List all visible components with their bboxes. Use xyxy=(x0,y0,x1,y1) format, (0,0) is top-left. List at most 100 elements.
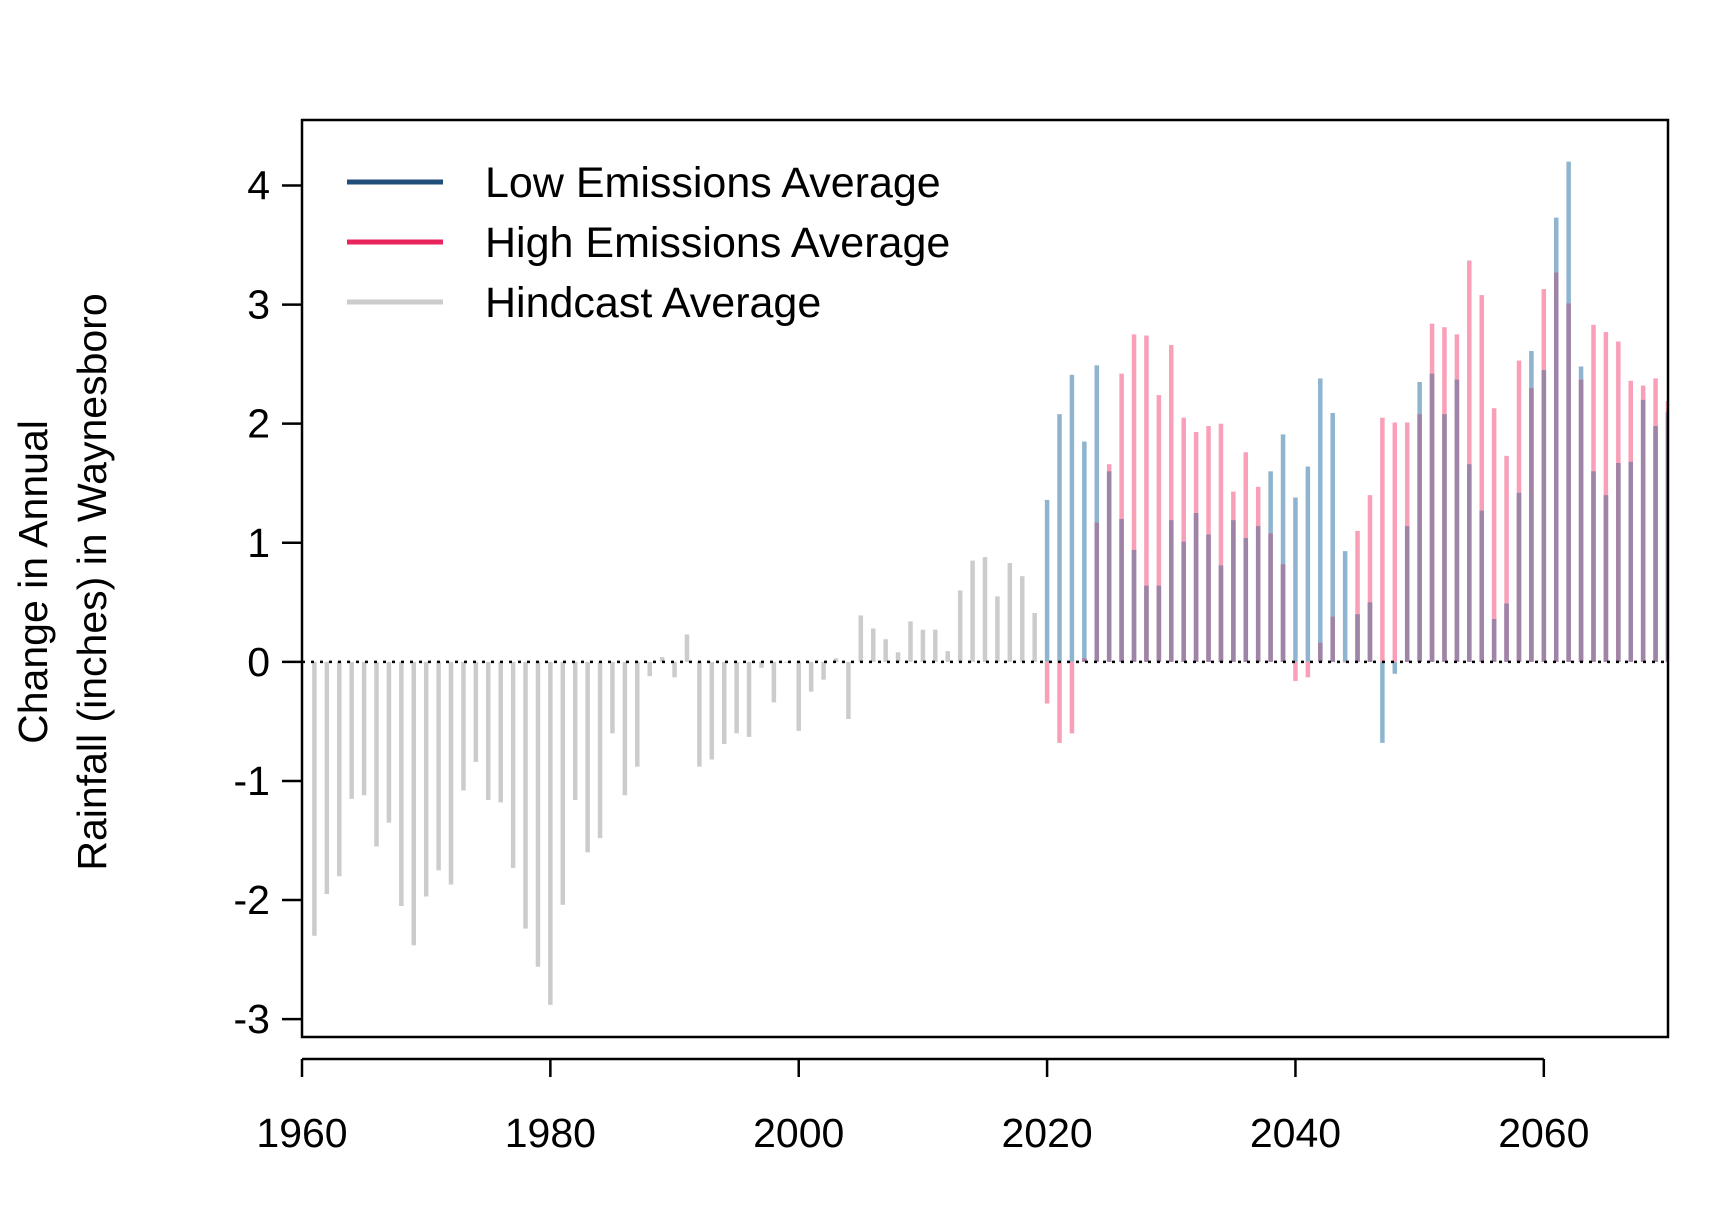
high-emissions-bar xyxy=(1181,417,1186,662)
hindcast-bar xyxy=(312,661,317,936)
overlap-bar xyxy=(1243,538,1249,662)
high-emissions-bar xyxy=(1119,373,1124,662)
x-tick-label: 2000 xyxy=(753,1110,844,1156)
x-tick-label: 2060 xyxy=(1498,1110,1589,1156)
y-tick-label: -3 xyxy=(234,996,270,1042)
low-emissions-bar xyxy=(1044,499,1050,662)
y-tick-label: 3 xyxy=(247,282,270,328)
hindcast-bar xyxy=(957,590,963,662)
overlap-bar xyxy=(1330,616,1335,662)
high-emissions-bar xyxy=(1169,345,1174,662)
overlap-bar xyxy=(1169,520,1174,662)
overlap-bar xyxy=(1193,513,1199,662)
hindcast-bar xyxy=(945,651,950,662)
hindcast-bar xyxy=(759,661,764,668)
hindcast-bar xyxy=(411,661,417,946)
hindcast-bar xyxy=(920,629,926,662)
overlap-bar xyxy=(1578,379,1584,662)
low-emissions-bar xyxy=(1342,551,1348,662)
hindcast-bar xyxy=(672,661,677,678)
high-emissions-bar xyxy=(1131,334,1137,662)
hindcast-bar xyxy=(423,661,429,897)
overlap-bar xyxy=(1616,462,1621,662)
high-emissions-bar xyxy=(1491,408,1497,662)
hindcast-bar xyxy=(647,661,652,677)
overlap-bar xyxy=(1566,303,1571,662)
hindcast-bar xyxy=(349,661,354,799)
high-emissions-bar xyxy=(1355,530,1360,662)
overlap-bar xyxy=(1318,642,1323,662)
low-emissions-bar xyxy=(1094,365,1100,662)
overlap-bar xyxy=(1553,272,1559,662)
overlap-bar xyxy=(1355,614,1360,662)
y-tick-label: -2 xyxy=(234,877,270,923)
high-emissions-bar xyxy=(1218,423,1224,662)
high-emissions-bar xyxy=(1293,661,1298,681)
hindcast-bar xyxy=(337,661,342,877)
hindcast-bar xyxy=(796,661,801,731)
high-emissions-bar xyxy=(1479,295,1484,662)
overlap-bar xyxy=(1094,522,1100,662)
legend-label-low-emissions: Low Emissions Average xyxy=(485,159,941,207)
y-tick-label: 4 xyxy=(247,163,270,209)
overlap-bar xyxy=(1529,387,1534,662)
y-tick-label: 2 xyxy=(247,401,270,447)
overlap-bar xyxy=(1106,471,1112,662)
hindcast-bar xyxy=(498,661,503,803)
high-emissions-bar xyxy=(1467,260,1472,662)
hindcast-bar xyxy=(386,661,392,823)
low-emissions-bar xyxy=(1318,378,1323,662)
high-emissions-bar xyxy=(1156,395,1162,662)
high-emissions-bar xyxy=(1392,422,1398,662)
overlap-bar xyxy=(1516,492,1522,662)
hindcast-bar xyxy=(622,661,628,796)
high-emissions-bar xyxy=(1044,661,1050,704)
x-axis: 1960 1980 2000 2020 2040 2060 xyxy=(256,1057,1589,1156)
hindcast-bar xyxy=(597,661,603,839)
hindcast-bar xyxy=(734,661,739,734)
low-emissions-bar xyxy=(1082,441,1087,662)
hindcast-bar xyxy=(995,596,1000,662)
overlap-bar xyxy=(1603,495,1609,662)
hindcast-bar xyxy=(846,661,851,720)
y-axis-label-line1: Change in Annual xyxy=(10,420,56,744)
overlap-bar xyxy=(1491,618,1497,662)
overlap-bar xyxy=(1404,526,1410,662)
hindcast-bar xyxy=(461,661,466,791)
low-emissions-bar xyxy=(1380,661,1385,743)
hindcast-bar xyxy=(858,615,864,662)
low-emissions-bar xyxy=(1280,434,1286,662)
hindcast-bar xyxy=(1020,576,1025,662)
hindcast-bar xyxy=(933,629,938,662)
overlap-bar xyxy=(1181,541,1186,662)
low-emissions-bar xyxy=(1330,412,1335,662)
overlap-bar xyxy=(1255,526,1261,662)
overlap-bar xyxy=(1541,370,1547,662)
hindcast-bar xyxy=(721,661,727,745)
hindcast-bar xyxy=(324,661,330,895)
hindcast-bar xyxy=(870,628,876,662)
x-tick-label: 1960 xyxy=(256,1110,347,1156)
hindcast-bar xyxy=(709,661,715,760)
hindcast-bar xyxy=(572,661,578,801)
overlap-bar xyxy=(1417,414,1422,662)
plot-frame xyxy=(300,118,1670,1039)
overlap-bar xyxy=(1640,399,1646,662)
hindcast-bar xyxy=(808,661,814,692)
overlap-bar xyxy=(1442,414,1447,662)
x-tick-label: 2020 xyxy=(1001,1110,1092,1156)
overlap-bar xyxy=(1454,379,1460,662)
overlap-bar xyxy=(1206,534,1211,662)
hindcast-bar xyxy=(1032,613,1037,662)
bars-layer xyxy=(312,161,1668,1005)
overlap-bar xyxy=(1591,471,1596,662)
x-tick-label: 2040 xyxy=(1250,1110,1341,1156)
hindcast-bar xyxy=(374,661,379,847)
hindcast-bar xyxy=(970,560,975,662)
legend-label-hindcast: Hindcast Average xyxy=(485,279,821,327)
hindcast-bar xyxy=(833,658,839,662)
high-emissions-bar xyxy=(1367,495,1373,662)
hindcast-bar xyxy=(635,661,640,767)
hindcast-bar xyxy=(883,639,888,662)
hindcast-bar xyxy=(486,661,491,801)
